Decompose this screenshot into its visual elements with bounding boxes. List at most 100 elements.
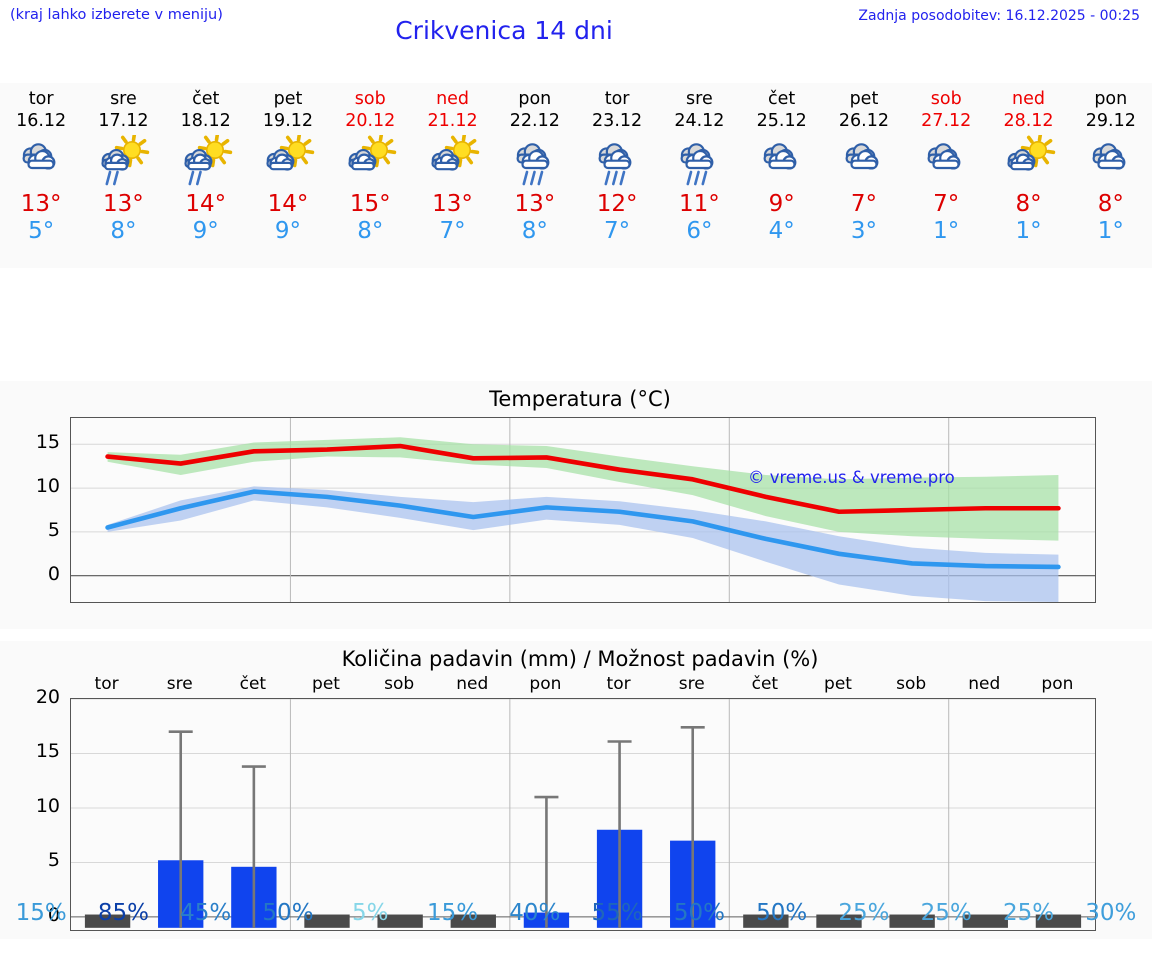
temperature-y-tick-label: 10 bbox=[35, 475, 60, 498]
temperature-min: 1° bbox=[1015, 218, 1042, 244]
precipitation-bar bbox=[816, 914, 862, 928]
temperature-max: 8° bbox=[1015, 191, 1042, 217]
temperature-min: 3° bbox=[850, 218, 878, 244]
sun-cloud-rain-icon bbox=[90, 135, 156, 189]
day-name: pon bbox=[1094, 89, 1128, 109]
precipitation-probability: 25% bbox=[920, 900, 972, 926]
menu-hint-text: (kraj lahko izberete v meniju) bbox=[10, 7, 223, 23]
day-date: 27.12 bbox=[921, 111, 972, 131]
precipitation-panel: Količina padavin (mm) / Možnost padavin … bbox=[0, 641, 1152, 939]
day-date: 25.12 bbox=[756, 111, 807, 131]
forecast-day-column[interactable]: čet 18.12 14° 9° bbox=[165, 83, 247, 268]
sun-cloud-icon bbox=[255, 135, 321, 189]
day-date: 18.12 bbox=[180, 111, 231, 131]
day-date: 23.12 bbox=[592, 111, 643, 131]
precipitation-plot bbox=[70, 698, 1096, 931]
temperature-min: 7° bbox=[439, 218, 466, 244]
precipitation-probability-row: 15% 85% 45% 50% 5% 15% 40% 55% 50% 50% 25% 25% 25% 30… bbox=[0, 896, 1152, 936]
precipitation-probability: 50% bbox=[262, 900, 314, 926]
cloud-rain-icon bbox=[666, 135, 732, 189]
forecast-day-column[interactable]: ned 28.12 8° 1° bbox=[987, 83, 1069, 268]
temperature-min: 7° bbox=[604, 218, 631, 244]
day-name: pet bbox=[849, 89, 879, 109]
day-date: 24.12 bbox=[674, 111, 725, 131]
precipitation-y-tick-label: 15 bbox=[35, 740, 60, 763]
precipitation-bar bbox=[450, 914, 496, 928]
temperature-min: 1° bbox=[1097, 218, 1124, 244]
day-date: 21.12 bbox=[427, 111, 478, 131]
precipitation-y-tick-label: 10 bbox=[35, 794, 60, 817]
temperature-max: 11° bbox=[679, 191, 720, 217]
temperature-min: 9° bbox=[274, 218, 302, 244]
precipitation-probability: 5% bbox=[352, 900, 389, 926]
precipitation-day-label: sre bbox=[166, 674, 193, 694]
precipitation-day-label: pon bbox=[1041, 674, 1074, 694]
temperature-min: 4° bbox=[768, 218, 795, 244]
precipitation-probability: 50% bbox=[673, 900, 725, 926]
precipitation-probability: 40% bbox=[509, 900, 561, 926]
temperature-y-tick-label: 5 bbox=[47, 518, 60, 541]
precipitation-probability: 30% bbox=[1085, 900, 1137, 926]
forecast-day-column[interactable]: tor 23.12 12° 7° bbox=[576, 83, 658, 268]
precipitation-day-label: čet bbox=[751, 674, 779, 694]
day-name: sre bbox=[110, 89, 137, 109]
sun-cloud-rain-icon bbox=[173, 135, 239, 189]
precipitation-bar bbox=[743, 914, 789, 928]
precipitation-bar bbox=[889, 914, 935, 928]
cloudy-icon bbox=[913, 135, 979, 189]
day-name: tor bbox=[604, 89, 630, 109]
precipitation-day-label: sre bbox=[678, 674, 705, 694]
cloudy-icon bbox=[8, 135, 74, 189]
forecast-day-column[interactable]: pet 19.12 14° 9° bbox=[247, 83, 329, 268]
temperature-max: 9° bbox=[768, 191, 795, 217]
forecast-day-column[interactable]: sob 27.12 7° 1° bbox=[905, 83, 987, 268]
precipitation-bar bbox=[962, 914, 1008, 928]
forecast-day-column[interactable]: sob 20.12 15° 8° bbox=[329, 83, 411, 268]
day-date: 17.12 bbox=[98, 111, 149, 131]
forecast-day-column[interactable]: sre 24.12 11° 6° bbox=[658, 83, 740, 268]
temperature-y-tick-label: 0 bbox=[47, 562, 60, 585]
day-name: pon bbox=[518, 89, 552, 109]
forecast-day-column[interactable]: čet 25.12 9° 4° bbox=[741, 83, 823, 268]
sun-cloud-icon bbox=[420, 135, 486, 189]
temperature-max: 7° bbox=[850, 191, 878, 217]
temperature-min: 1° bbox=[933, 218, 960, 244]
temperature-max: 8° bbox=[1097, 191, 1124, 217]
temperature-min: 5° bbox=[28, 218, 55, 244]
day-date: 22.12 bbox=[509, 111, 560, 131]
precipitation-probability: 15% bbox=[15, 900, 67, 926]
day-name: ned bbox=[436, 89, 470, 109]
day-name: sob bbox=[354, 89, 386, 109]
day-name: sob bbox=[930, 89, 962, 109]
forecast-day-column[interactable]: pet 26.12 7° 3° bbox=[823, 83, 905, 268]
precipitation-probability: 15% bbox=[426, 900, 479, 926]
precipitation-bar bbox=[304, 914, 350, 928]
temperature-plot bbox=[70, 417, 1096, 603]
forecast-day-column[interactable]: pon 29.12 8° 1° bbox=[1070, 83, 1152, 268]
temperature-min: 9° bbox=[192, 218, 219, 244]
forecast-day-column[interactable]: tor 16.12 13° 5° bbox=[0, 83, 82, 268]
temperature-min: 8° bbox=[521, 218, 548, 244]
temperature-max: 12° bbox=[596, 191, 638, 217]
forecast-day-column[interactable]: ned 21.12 13° 7° bbox=[411, 83, 493, 268]
day-name: čet bbox=[768, 89, 796, 109]
precipitation-probability: 25% bbox=[838, 900, 890, 926]
temperature-max: 14° bbox=[185, 191, 227, 217]
day-name: pet bbox=[273, 89, 303, 109]
page-title: Crikvenica 14 dni bbox=[395, 16, 613, 45]
cloud-rain-icon bbox=[502, 135, 568, 189]
forecast-day-column[interactable]: pon 22.12 13° 8° bbox=[494, 83, 576, 268]
cloudy-icon bbox=[831, 135, 897, 189]
temperature-min: 6° bbox=[686, 218, 713, 244]
temperature-chart-svg bbox=[71, 418, 1095, 602]
temperature-max: 13° bbox=[514, 191, 556, 217]
day-date: 29.12 bbox=[1085, 111, 1136, 131]
precipitation-day-label: ned bbox=[968, 674, 1001, 694]
precipitation-day-label: sob bbox=[384, 674, 415, 694]
day-date: 16.12 bbox=[16, 111, 67, 131]
sun-cloud-icon bbox=[337, 135, 403, 189]
precipitation-day-label: pet bbox=[824, 674, 852, 694]
precipitation-probability: 45% bbox=[180, 900, 232, 926]
forecast-day-column[interactable]: sre 17.12 13° 8° bbox=[82, 83, 164, 268]
temperature-chart-title: Temperatura (°C) bbox=[489, 387, 671, 411]
